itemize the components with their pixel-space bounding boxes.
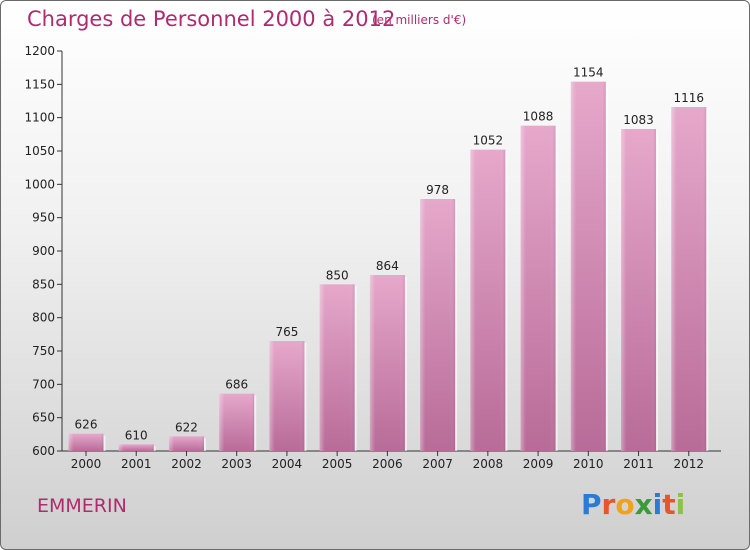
- y-tick-label: 1150: [24, 77, 55, 91]
- bar-value-label: 610: [125, 428, 148, 442]
- bar-highlight: [319, 284, 355, 451]
- bar-value-label: 686: [225, 378, 248, 392]
- y-tick-label: 1000: [24, 177, 55, 191]
- bar-highlight: [68, 433, 104, 451]
- y-tick-label: 700: [32, 377, 55, 391]
- logo-letter: o: [615, 488, 635, 521]
- logo-letter: P: [581, 488, 602, 521]
- x-tick-label: 2000: [71, 457, 102, 471]
- bar-value-label: 1083: [623, 113, 654, 127]
- logo-letter: r: [601, 488, 616, 521]
- chart-title: Charges de Personnel 2000 à 2012: [27, 7, 396, 31]
- bar-value-label: 1052: [473, 134, 504, 148]
- bar-highlight: [621, 129, 657, 451]
- logo-letter: t: [662, 488, 676, 521]
- logo-letter: i: [652, 488, 663, 521]
- y-tick-label: 850: [32, 277, 55, 291]
- y-tick-label: 900: [32, 244, 55, 258]
- bar-highlight: [671, 107, 707, 451]
- x-tick-label: 2009: [523, 457, 554, 471]
- bars: 626 2000 610 2001 622 2002 686 2003 765 2004 850 20…: [68, 66, 709, 471]
- y-tick-label: 950: [32, 211, 55, 225]
- commune-name: EMMERIN: [37, 495, 127, 517]
- bar-value-label: 850: [326, 268, 349, 282]
- x-tick-label: 2006: [372, 457, 403, 471]
- bar-value-label: 626: [75, 418, 98, 432]
- y-tick-label: 1050: [24, 144, 55, 158]
- bar-value-label: 864: [376, 259, 399, 273]
- bar-group-2000: 626 2000: [68, 418, 106, 471]
- logo-letter: x: [634, 488, 653, 521]
- x-tick-label: 2010: [573, 457, 604, 471]
- bar-highlight: [219, 393, 255, 451]
- bar-highlight: [168, 436, 204, 451]
- bar-group-2002: 622 2002: [168, 420, 206, 471]
- y-axis: 600 650 700 750 800 850 900 950 1000 1050 1100 1150…: [24, 44, 63, 458]
- bar-value-label: 1154: [573, 66, 604, 80]
- bar-group-2007: 978 2007: [420, 183, 458, 471]
- y-tick-label: 750: [32, 344, 55, 358]
- y-tick-label: 650: [32, 411, 55, 425]
- bar-value-label: 978: [426, 183, 449, 197]
- bar-group-2010: 1154 2010: [570, 66, 608, 471]
- bar-highlight: [420, 199, 456, 451]
- bar-highlight: [520, 125, 556, 452]
- bar-value-label: 765: [275, 325, 298, 339]
- bar-group-2004: 765 2004: [269, 325, 307, 471]
- chart-subtitle: (en milliers d'€): [372, 13, 467, 27]
- x-tick-label: 2007: [422, 457, 453, 471]
- bar-highlight: [269, 341, 305, 451]
- x-tick-label: 2008: [473, 457, 504, 471]
- y-tick-label: 600: [32, 444, 55, 458]
- bar-highlight: [470, 149, 506, 451]
- bar-value-label: 1116: [673, 91, 704, 105]
- bar-group-2001: 610 2001: [118, 428, 156, 471]
- bar-highlight: [118, 444, 154, 451]
- x-tick-label: 2003: [221, 457, 252, 471]
- bar-group-2005: 850 2005: [319, 268, 357, 471]
- bar-value-label: 1088: [523, 110, 554, 124]
- bar-group-2006: 864 2006: [369, 259, 407, 471]
- x-tick-label: 2002: [171, 457, 202, 471]
- bar-group-2008: 1052 2008: [470, 134, 508, 471]
- x-tick-label: 2011: [623, 457, 654, 471]
- proxiti-logo: Proxiti: [581, 488, 685, 521]
- bar-group-2011: 1083 2011: [621, 113, 659, 471]
- bar-group-2003: 686 2003: [219, 378, 257, 471]
- x-tick-label: 2001: [121, 457, 152, 471]
- bar-highlight: [369, 275, 405, 451]
- bar-group-2009: 1088 2009: [520, 110, 558, 471]
- bar-group-2012: 1116 2012: [671, 91, 709, 471]
- y-tick-label: 1100: [24, 111, 55, 125]
- logo-letter: i: [675, 488, 686, 521]
- x-tick-label: 2004: [272, 457, 303, 471]
- x-tick-label: 2012: [673, 457, 704, 471]
- y-tick-label: 800: [32, 311, 55, 325]
- x-tick-label: 2005: [322, 457, 353, 471]
- y-tick-label: 1200: [24, 44, 55, 58]
- bar-highlight: [570, 81, 606, 452]
- bar-value-label: 622: [175, 420, 198, 434]
